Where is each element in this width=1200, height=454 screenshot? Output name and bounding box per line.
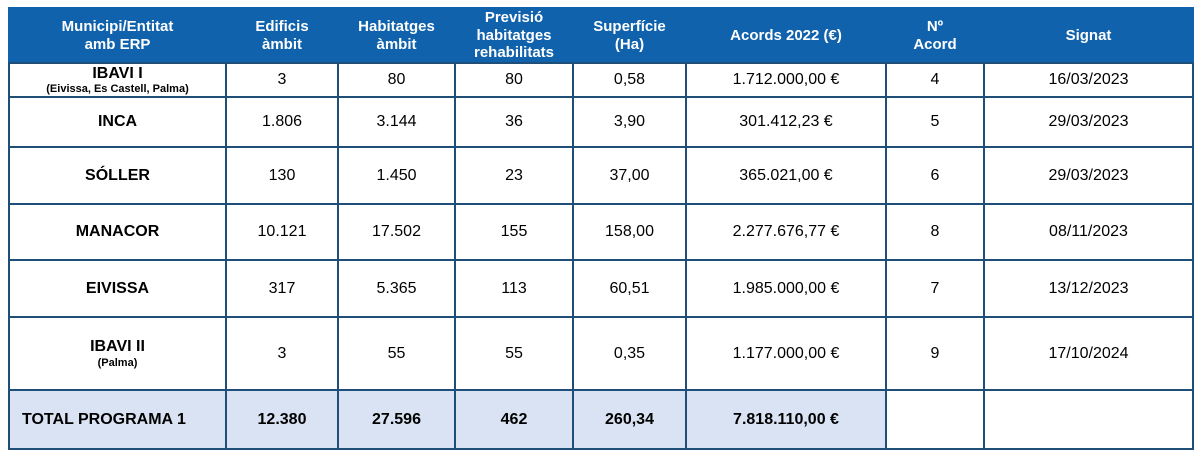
cell-acords: 301.412,23 € <box>685 96 887 149</box>
cell-previsio: 155 <box>454 203 574 262</box>
table-row-eivissa: EIVISSA 317 5.365 113 60,51 1.985.000,00… <box>8 259 1194 319</box>
cell-signat: 17/10/2024 <box>983 316 1194 392</box>
table-row-inca: INCA 1.806 3.144 36 3,90 301.412,23 € 5 … <box>8 96 1194 149</box>
cell-acords: 2.277.676,77 € <box>685 203 887 262</box>
header-acords: Acords 2022 (€) <box>685 6 887 65</box>
cell-num-acord: 5 <box>885 96 985 149</box>
header-superficie: Superfície (Ha) <box>572 6 687 65</box>
total-acords: 7.818.110,00 € <box>685 389 887 451</box>
header-signat: Signat <box>983 6 1194 65</box>
cell-num-acord: 7 <box>885 259 985 319</box>
cell-superficie: 3,90 <box>572 96 687 149</box>
total-num-acord-empty <box>885 389 985 451</box>
cell-num-acord: 8 <box>885 203 985 262</box>
table-row-manacor: MANACOR 10.121 17.502 155 158,00 2.277.6… <box>8 203 1194 262</box>
header-row: Municipi/Entitat amb ERP Edificis àmbit … <box>8 6 1194 65</box>
cell-previsio: 55 <box>454 316 574 392</box>
cell-superficie: 158,00 <box>572 203 687 262</box>
cell-previsio: 113 <box>454 259 574 319</box>
total-previsio: 462 <box>454 389 574 451</box>
municipality-name: SÓLLER <box>85 166 150 184</box>
cell-habitatges: 80 <box>337 62 456 99</box>
table-row-total: TOTAL PROGRAMA 1 12.380 27.596 462 260,3… <box>8 389 1194 451</box>
total-label: TOTAL PROGRAMA 1 <box>8 389 227 451</box>
table-row-soller: SÓLLER 130 1.450 23 37,00 365.021,00 € 6… <box>8 146 1194 206</box>
cell-edificis: 130 <box>225 146 339 206</box>
cell-superficie: 0,58 <box>572 62 687 99</box>
cell-acords: 1.985.000,00 € <box>685 259 887 319</box>
municipality-cell: EIVISSA <box>8 259 227 319</box>
cell-num-acord: 9 <box>885 316 985 392</box>
municipality-name: EIVISSA <box>85 279 150 297</box>
municipality-cell: SÓLLER <box>8 146 227 206</box>
municipality-cell: IBAVI II (Palma) <box>8 316 227 392</box>
municipality-name: IBAVI I <box>92 64 143 82</box>
municipality-sublabel: (Eivissa, Es Castell, Palma) <box>46 83 189 96</box>
municipality-cell: MANACOR <box>8 203 227 262</box>
header-num-acord: Nº Acord <box>885 6 985 65</box>
cell-edificis: 10.121 <box>225 203 339 262</box>
cell-acords: 1.712.000,00 € <box>685 62 887 99</box>
cell-signat: 29/03/2023 <box>983 96 1194 149</box>
cell-acords: 1.177.000,00 € <box>685 316 887 392</box>
cell-habitatges: 17.502 <box>337 203 456 262</box>
cell-habitatges: 3.144 <box>337 96 456 149</box>
cell-edificis: 3 <box>225 62 339 99</box>
cell-edificis: 317 <box>225 259 339 319</box>
cell-previsio: 80 <box>454 62 574 99</box>
municipality-name: INCA <box>97 113 138 131</box>
municipality-sublabel: (Palma) <box>97 356 138 369</box>
header-previsio: Previsió habitatges rehabilitats <box>454 6 574 65</box>
header-habitatges: Habitatges àmbit <box>337 6 456 65</box>
cell-acords: 365.021,00 € <box>685 146 887 206</box>
cell-signat: 29/03/2023 <box>983 146 1194 206</box>
cell-edificis: 1.806 <box>225 96 339 149</box>
cell-signat: 16/03/2023 <box>983 62 1194 99</box>
total-habitatges: 27.596 <box>337 389 456 451</box>
cell-habitatges: 1.450 <box>337 146 456 206</box>
header-edificis: Edificis àmbit <box>225 6 339 65</box>
cell-signat: 08/11/2023 <box>983 203 1194 262</box>
municipality-name: MANACOR <box>75 223 160 241</box>
cell-previsio: 36 <box>454 96 574 149</box>
cell-habitatges: 55 <box>337 316 456 392</box>
cell-superficie: 60,51 <box>572 259 687 319</box>
total-edificis: 12.380 <box>225 389 339 451</box>
municipality-name: IBAVI II <box>90 338 145 356</box>
cell-signat: 13/12/2023 <box>983 259 1194 319</box>
total-signat-empty <box>983 389 1194 451</box>
cell-num-acord: 4 <box>885 62 985 99</box>
cell-edificis: 3 <box>225 316 339 392</box>
erp-agreements-table: Municipi/Entitat amb ERP Edificis àmbit … <box>8 6 1194 451</box>
cell-previsio: 23 <box>454 146 574 206</box>
cell-num-acord: 6 <box>885 146 985 206</box>
cell-superficie: 0,35 <box>572 316 687 392</box>
municipality-cell: INCA <box>8 96 227 149</box>
cell-superficie: 37,00 <box>572 146 687 206</box>
total-superficie: 260,34 <box>572 389 687 451</box>
table-row-ibavi-1: IBAVI I (Eivissa, Es Castell, Palma) 3 8… <box>8 62 1194 99</box>
cell-habitatges: 5.365 <box>337 259 456 319</box>
header-municipi: Municipi/Entitat amb ERP <box>8 6 227 65</box>
table-row-ibavi-2: IBAVI II (Palma) 3 55 55 0,35 1.177.000,… <box>8 316 1194 392</box>
municipality-cell: IBAVI I (Eivissa, Es Castell, Palma) <box>8 62 227 99</box>
